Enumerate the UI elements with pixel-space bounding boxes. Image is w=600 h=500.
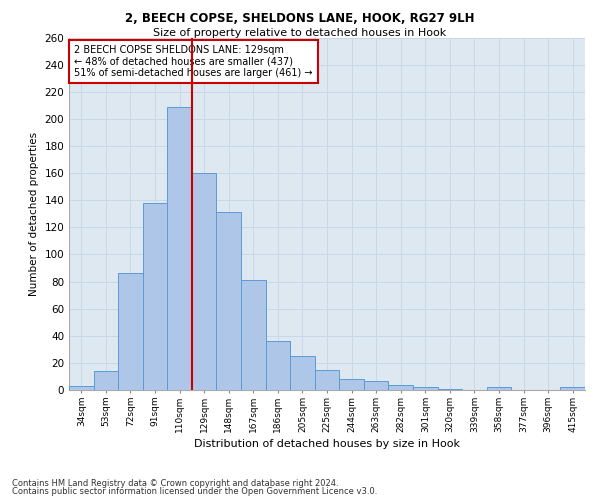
Bar	[167, 106, 192, 390]
Bar	[437, 388, 462, 390]
Bar	[217, 212, 241, 390]
Bar	[413, 388, 437, 390]
Bar	[69, 386, 94, 390]
Y-axis label: Number of detached properties: Number of detached properties	[29, 132, 39, 296]
Text: Contains public sector information licensed under the Open Government Licence v3: Contains public sector information licen…	[12, 487, 377, 496]
Bar	[388, 384, 413, 390]
Bar	[315, 370, 339, 390]
Text: 2 BEECH COPSE SHELDONS LANE: 129sqm
← 48% of detached houses are smaller (437)
5: 2 BEECH COPSE SHELDONS LANE: 129sqm ← 48…	[74, 44, 313, 78]
Bar	[364, 380, 388, 390]
Bar	[339, 379, 364, 390]
Bar	[560, 388, 585, 390]
X-axis label: Distribution of detached houses by size in Hook: Distribution of detached houses by size …	[194, 439, 460, 449]
Bar	[118, 274, 143, 390]
Bar	[290, 356, 315, 390]
Text: Contains HM Land Registry data © Crown copyright and database right 2024.: Contains HM Land Registry data © Crown c…	[12, 478, 338, 488]
Bar	[266, 341, 290, 390]
Bar	[192, 173, 217, 390]
Bar	[143, 203, 167, 390]
Text: 2, BEECH COPSE, SHELDONS LANE, HOOK, RG27 9LH: 2, BEECH COPSE, SHELDONS LANE, HOOK, RG2…	[125, 12, 475, 26]
Text: Size of property relative to detached houses in Hook: Size of property relative to detached ho…	[154, 28, 446, 38]
Bar	[94, 371, 118, 390]
Bar	[487, 388, 511, 390]
Bar	[241, 280, 266, 390]
